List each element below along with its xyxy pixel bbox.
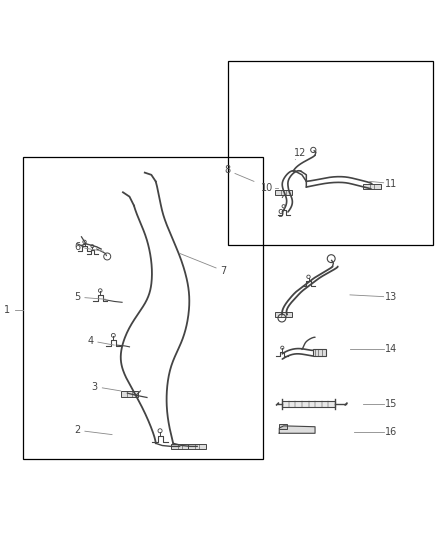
Bar bbox=[363, 183, 381, 189]
Bar bbox=[313, 349, 326, 357]
Text: 11: 11 bbox=[385, 179, 398, 189]
Text: 3: 3 bbox=[92, 382, 98, 392]
Text: 13: 13 bbox=[385, 292, 398, 302]
Bar bbox=[228, 61, 433, 245]
Text: 15: 15 bbox=[385, 399, 398, 409]
Text: 7: 7 bbox=[220, 266, 226, 276]
Bar bbox=[188, 444, 206, 449]
Bar bbox=[283, 401, 335, 407]
Bar bbox=[171, 444, 188, 449]
Text: 1: 1 bbox=[4, 305, 11, 315]
Text: 6: 6 bbox=[74, 242, 80, 252]
Bar bbox=[279, 424, 287, 430]
Text: 5: 5 bbox=[74, 292, 80, 302]
Text: 8: 8 bbox=[225, 165, 231, 175]
Text: 4: 4 bbox=[87, 336, 93, 346]
Bar bbox=[121, 391, 138, 397]
Text: 9: 9 bbox=[277, 209, 283, 219]
Bar bbox=[275, 312, 292, 317]
Text: 12: 12 bbox=[293, 148, 306, 158]
Text: 2: 2 bbox=[74, 425, 80, 435]
Text: 16: 16 bbox=[385, 427, 398, 438]
Bar bbox=[275, 190, 292, 195]
Bar bbox=[22, 157, 263, 458]
Text: 14: 14 bbox=[385, 344, 398, 354]
Polygon shape bbox=[279, 426, 315, 433]
Text: 10: 10 bbox=[261, 183, 273, 193]
